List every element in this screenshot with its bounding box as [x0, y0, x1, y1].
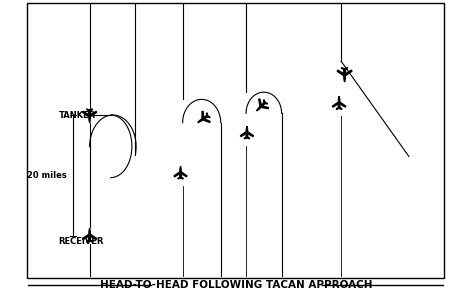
Text: 20 miles: 20 miles — [27, 171, 67, 180]
Polygon shape — [259, 99, 268, 109]
Polygon shape — [87, 240, 93, 242]
Polygon shape — [178, 177, 183, 179]
Polygon shape — [338, 96, 340, 109]
Polygon shape — [244, 137, 250, 139]
Polygon shape — [240, 131, 253, 136]
Polygon shape — [341, 68, 348, 70]
Polygon shape — [263, 100, 268, 104]
Polygon shape — [246, 126, 248, 138]
Polygon shape — [174, 171, 187, 177]
Polygon shape — [337, 70, 352, 76]
Polygon shape — [344, 68, 345, 82]
Polygon shape — [198, 115, 209, 123]
Polygon shape — [336, 107, 342, 109]
Polygon shape — [87, 109, 93, 111]
Polygon shape — [333, 102, 346, 107]
Text: RECEIVER: RECEIVER — [59, 237, 104, 245]
Polygon shape — [206, 113, 210, 118]
Polygon shape — [82, 234, 97, 239]
Polygon shape — [82, 112, 97, 117]
Polygon shape — [89, 228, 90, 242]
Polygon shape — [257, 102, 266, 111]
Polygon shape — [180, 166, 181, 178]
Polygon shape — [89, 110, 90, 123]
Text: HEAD-TO-HEAD FOLLOWING TACAN APPROACH: HEAD-TO-HEAD FOLLOWING TACAN APPROACH — [100, 280, 373, 290]
Polygon shape — [202, 111, 210, 123]
Text: TANKER: TANKER — [59, 110, 96, 120]
